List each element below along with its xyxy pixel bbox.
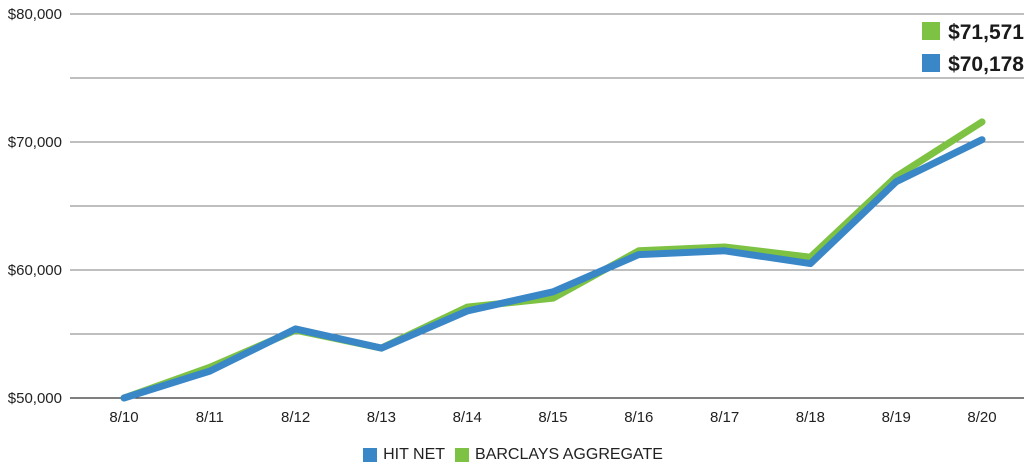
x-tick-label: 8/13 (367, 409, 396, 426)
series-line-barclays-aggregate (120, 118, 986, 402)
grid-lines (70, 13, 1024, 399)
y-tick-label: $70,000 (8, 134, 62, 151)
x-tick-label: 8/10 (109, 409, 138, 426)
y-axis-ticks: $50,000 $60,000 $70,000 $80,000 (8, 6, 62, 407)
x-tick-label: 8/15 (538, 409, 567, 426)
legend-swatch (455, 448, 470, 462)
end-value-labels: $71,571 $70,178 (922, 21, 1024, 76)
x-tick-label: 8/18 (796, 409, 825, 426)
series-line-hit-net (120, 136, 986, 402)
legend-label: HIT NET (383, 446, 446, 463)
y-tick-label: $80,000 (8, 6, 62, 23)
legend-item: HIT NET (363, 446, 445, 464)
y-tick-label: $50,000 (8, 390, 62, 407)
legend-item: BARCLAYS AGGREGATE (455, 446, 663, 464)
end-label-swatch (922, 22, 940, 40)
x-tick-label: 8/12 (281, 409, 310, 426)
x-tick-label: 8/20 (967, 409, 996, 426)
legend: HIT NET BARCLAYS AGGREGATE (0, 446, 1026, 464)
line-chart: $50,000$60,000$70,000$80,000 8/10 8/11 8/1… (8, 6, 1025, 426)
x-tick-label: 8/19 (882, 409, 911, 426)
end-label-swatch (922, 54, 940, 72)
y-tick-label: $60,000 (8, 262, 62, 279)
x-tick-label: 8/14 (453, 409, 482, 426)
end-value-label: $71,571 (948, 21, 1024, 44)
legend-label: BARCLAYS AGGREGATE (475, 446, 663, 463)
series-lines (120, 118, 986, 402)
x-axis-ticks: 8/10 8/11 8/12 8/13 8/14 8/15 8/16 8/17 8/18 8/19… (109, 409, 996, 426)
x-tick-label: 8/11 (196, 409, 224, 426)
end-value-label: $70,178 (948, 53, 1024, 76)
x-tick-label: 8/16 (624, 409, 653, 426)
legend-swatch (363, 448, 378, 462)
x-tick-label: 8/17 (710, 409, 739, 426)
